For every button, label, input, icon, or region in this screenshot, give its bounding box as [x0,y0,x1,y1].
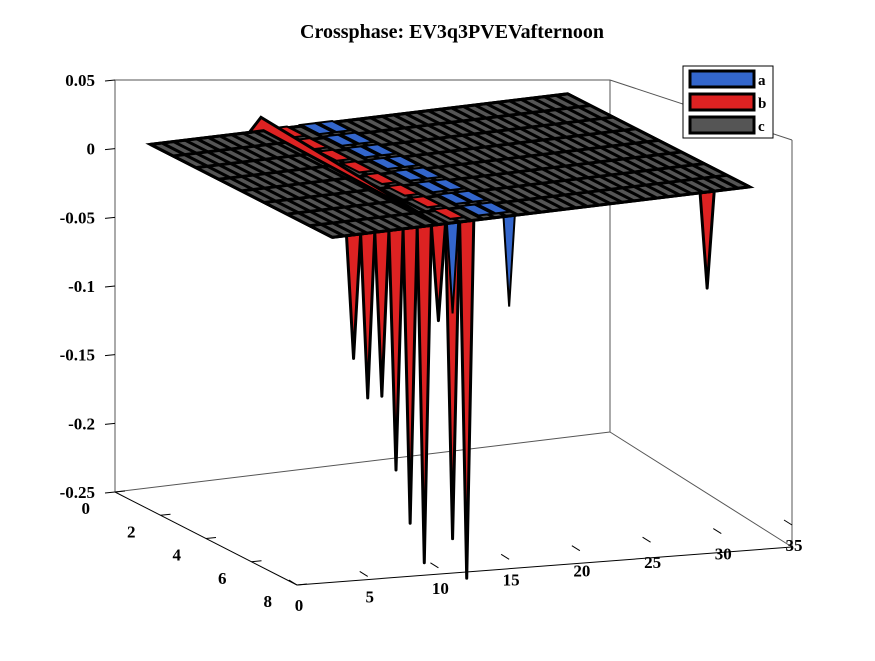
legend-swatch-b [688,92,756,112]
surface-dip-b [415,223,433,565]
z-tick-mark [104,491,116,494]
surface-grid-line [150,92,568,146]
legend: a b c [682,65,774,139]
surface-strip-b [383,183,423,197]
surface-strip-a [366,156,406,171]
y-tick-label: 8 [264,592,273,611]
z-tick-label: 0 [87,140,96,159]
surface-strip-a [314,120,354,134]
x-tick-mark [430,562,439,569]
x-tick-label: 0 [295,596,304,615]
z-tick-label: -0.25 [60,483,95,502]
surface-dip-b [345,232,363,360]
y-tick-label: 4 [173,546,182,565]
surface-strip-a [473,201,514,215]
x-tick-label: 15 [503,570,520,589]
x-tick-label: 10 [432,579,449,598]
x-tick-label: 25 [644,553,661,572]
surface-strip-b [405,195,446,209]
surface-grid-line [172,103,591,158]
surface-strip-b [337,160,377,174]
legend-swatch-c [688,115,756,135]
surface-strip-a [388,168,428,182]
surface-dip-a [502,214,516,307]
y-tick-mark [296,583,308,586]
surface-strip-a [411,180,451,194]
surface-strip-a [457,203,497,217]
legend-swatch-a [688,69,756,89]
surface-grid-line [195,115,614,170]
surface-grid-line [309,173,728,228]
z-tick-mark [104,354,116,357]
surface-strip-b [360,171,400,186]
surface-strip-a [382,154,423,168]
x-tick-label: 5 [365,587,374,606]
surface-grid-line [286,162,705,216]
surface-strip-a [343,145,383,159]
y-tick-mark [114,490,126,493]
z-tick-label: 0.05 [65,71,95,90]
x-tick-mark [500,553,510,560]
x-tick-label: 35 [786,536,803,555]
surface-dip-b [387,227,405,472]
y-tick-mark [160,513,171,516]
y-tick-mark [251,560,262,563]
x-tick-mark [288,579,298,586]
surface-grid-line [263,150,682,205]
z-tick-mark [104,148,116,151]
x-tick-label: 20 [573,562,590,581]
surface-strip-a [320,133,360,147]
x-tick-mark [713,528,722,535]
surface-ridge-b [245,115,440,226]
chart-title: Crossphase: EV3q3PVEVafternoon [300,21,604,43]
z-tick-mark [104,216,116,219]
surface-grid-line [332,185,750,239]
x-tick-mark [642,536,651,543]
surface-grid-line [241,138,659,193]
x-tick-mark [783,519,793,526]
surface [145,92,755,580]
box-bottom-back [114,431,611,493]
z-tick-label: -0.2 [68,414,95,433]
surface-strip-a [405,166,445,180]
z-tick-mark [104,79,116,82]
y-tick-label: 2 [127,522,136,541]
x-tick-mark [359,571,368,577]
box-bottom-right [609,431,793,548]
z-tick-label: -0.05 [60,208,95,227]
legend-label-a: a [758,73,766,89]
tick-labels: 0.050-0.05-0.1-0.15-0.2-0.250 5 10 15 20 25 30… [60,71,803,615]
x-tick-mark [571,545,581,552]
surface-dip-b [373,229,391,398]
surface-strip-b [428,206,468,220]
surface-strip-a [337,131,377,145]
surface-dip-b [458,218,476,580]
x-tick-label: 30 [715,545,732,564]
legend-label-b: b [758,96,766,112]
surface-strip-a [360,143,400,157]
surface-dip-b [429,222,448,323]
z-tick-mark [104,285,116,288]
surface-strip-a [434,191,474,205]
y-tick-label: 0 [82,499,91,518]
surface-dip-b [698,189,716,290]
surface-strip-a [428,178,468,192]
surface-dip-b [359,230,377,400]
y-tick-mark [205,537,217,539]
surface-grid-line [218,127,637,181]
z-tick-label: -0.15 [60,346,95,365]
x-axis-line [296,546,793,586]
surface-strip-a [451,189,491,203]
y-tick-label: 6 [218,569,227,588]
legend-label-c: c [758,119,765,135]
z-tick-mark [104,422,116,425]
surface-strip-a [297,122,337,136]
surface-dip-b [401,225,419,525]
z-tick-label: -0.1 [68,277,95,296]
